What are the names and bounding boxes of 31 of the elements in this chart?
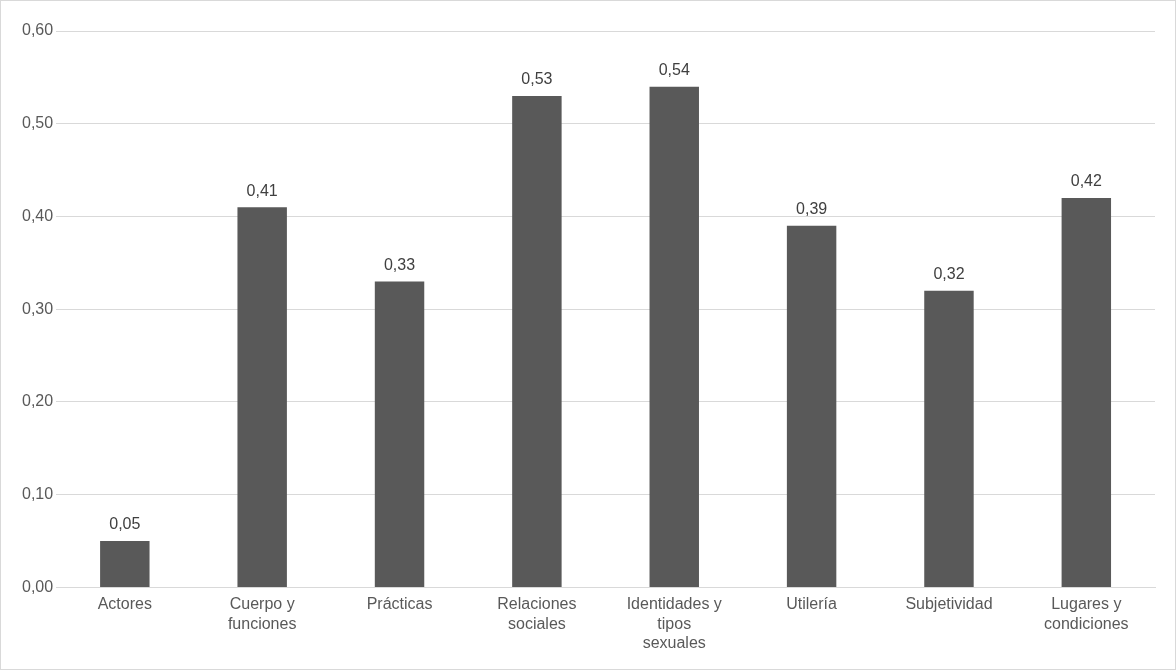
data-label: 0,53: [521, 70, 553, 88]
data-label: 0,33: [383, 255, 416, 273]
data-label: 0,41: [246, 181, 278, 199]
bar: [512, 95, 562, 587]
bar: [924, 290, 974, 587]
y-tick-label: 0,30: [22, 299, 54, 317]
y-tick-label: 0,00: [22, 577, 54, 595]
x-tick-label: Actores: [97, 595, 152, 613]
data-label: 0,42: [1070, 172, 1102, 190]
data-label: 0,54: [658, 61, 690, 79]
data-label: 0,05: [109, 515, 141, 533]
y-tick-label: 0,60: [22, 21, 54, 39]
y-tick-label: 0,20: [22, 392, 54, 410]
bar: [649, 86, 699, 587]
y-tick-label: 0,50: [22, 114, 54, 132]
bar: [374, 281, 425, 587]
x-tick-label: Lugares y condiciones: [1044, 595, 1129, 632]
bar: [100, 541, 150, 587]
bar: [1061, 197, 1112, 587]
data-label: 0,32: [933, 265, 965, 283]
x-tick-label: Cuerpo y funciones: [227, 595, 297, 632]
bar: [237, 207, 287, 587]
bar: [786, 225, 837, 587]
x-tick-label: Prácticas: [366, 595, 433, 613]
y-tick-label: 0,40: [22, 206, 54, 224]
x-tick-label: Relaciones sociales: [497, 595, 577, 632]
data-label: 0,39: [796, 200, 828, 218]
y-tick-label: 0,10: [22, 485, 54, 503]
x-tick-label: Subjetividad: [905, 595, 993, 613]
x-tick-label: Utilería: [786, 595, 838, 613]
x-tick-label: Identidades y tipos sexuales: [626, 595, 722, 651]
